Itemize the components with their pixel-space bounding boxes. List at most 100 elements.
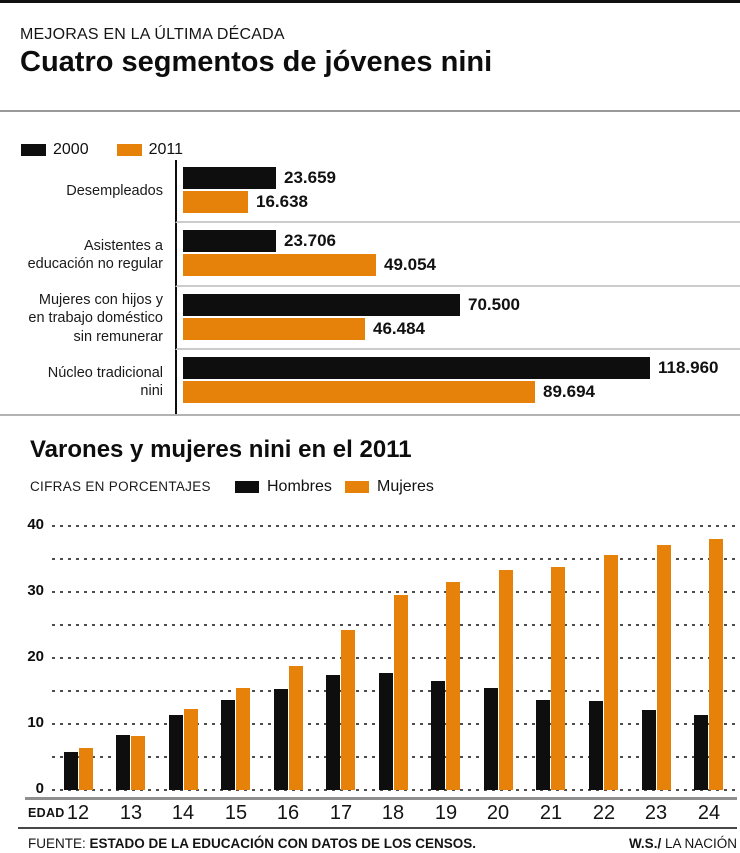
- bar-mujeres-age-23: [657, 545, 671, 790]
- chart1-bars-cell: 70.500 46.484: [175, 287, 740, 350]
- chart1-legend: 2000 2011: [21, 141, 183, 159]
- bar-value-label: 23.706: [284, 231, 336, 250]
- legend-label-2011: 2011: [148, 141, 183, 158]
- bar-mujeres-age-12: [79, 748, 93, 790]
- publisher-name: LA NACIÓN: [664, 836, 737, 851]
- bar-line: 70.500: [183, 294, 740, 316]
- bar-hombres-age-16: [274, 689, 288, 790]
- segments-bar-chart: Desempleados 23.659 16.638 Asistentes a edu…: [0, 160, 740, 414]
- bar-hombres-age-24: [694, 715, 708, 790]
- bar-line: 46.484: [183, 318, 740, 340]
- bar-hombres-age-15: [221, 700, 235, 790]
- bar-line: 118.960: [183, 357, 740, 379]
- y-tick-label-0: 0: [35, 780, 44, 797]
- bar-2000: [183, 294, 460, 316]
- bar-line: 23.706: [183, 230, 740, 252]
- top-rule: [0, 0, 740, 3]
- bar-value-label: 46.484: [373, 319, 425, 338]
- bar-hombres-age-14: [169, 715, 183, 790]
- bar-2000: [183, 167, 276, 189]
- bar-mujeres-age-22: [604, 555, 618, 790]
- chart1-category-label: Núcleo tradicional nini: [47, 364, 163, 399]
- chart2-meta-row: CIFRAS EN PORCENTAJES Hombres Mujeres: [0, 478, 740, 496]
- x-tick-label-16: 16: [276, 802, 300, 824]
- legend-swatch-2000: [21, 144, 46, 156]
- bar-mujeres-age-18: [394, 595, 408, 790]
- legend-swatch-hombres: [235, 481, 259, 493]
- x-tick-label-12: 12: [66, 802, 90, 824]
- bar-mujeres-age-15: [236, 688, 250, 790]
- source-label: FUENTE:: [28, 836, 86, 851]
- source-credit: FUENTE: ESTADO DE LA EDUCACIÓN CON DATOS…: [28, 836, 476, 851]
- bar-hombres-age-12: [64, 752, 78, 790]
- bar-line: 49.054: [183, 254, 740, 276]
- chart1-category-label: Desempleados: [66, 183, 163, 200]
- author-credit: W.S./ LA NACIÓN: [629, 836, 737, 851]
- bar-mujeres-age-24: [709, 539, 723, 790]
- gridline-0: [52, 789, 737, 791]
- y-tick-label-40: 40: [27, 515, 44, 533]
- bar-value-label: 70.500: [468, 295, 520, 314]
- x-tick-label-19: 19: [434, 802, 458, 824]
- x-tick-label-14: 14: [171, 802, 195, 824]
- chart1-row-2: Asistentes a educación no regular 23.706 4…: [0, 223, 740, 287]
- page-title: Cuatro segmentos de jóvenes nini: [20, 46, 493, 78]
- x-tick-label-13: 13: [119, 802, 143, 824]
- kicker: MEJORAS EN LA ÚLTIMA DÉCADA: [20, 26, 285, 43]
- bar-hombres-age-21: [536, 700, 550, 790]
- gridline-30: [52, 590, 737, 593]
- section-divider: [0, 414, 740, 416]
- gridline-40: [52, 524, 737, 527]
- bar-hombres-age-17: [326, 675, 340, 790]
- bar-line: 16.638: [183, 191, 740, 213]
- legend-item-2000: 2000: [21, 141, 89, 159]
- bar-hombres-age-23: [642, 710, 656, 790]
- chart2-title: Varones y mujeres nini en el 2011: [30, 436, 412, 463]
- header-rule: [0, 110, 740, 112]
- bar-hombres-age-18: [379, 673, 393, 790]
- bar-mujeres-age-17: [341, 630, 355, 790]
- bar-2011: [183, 381, 535, 403]
- chart1-row-3: Mujeres con hijos y en trabajo doméstico…: [0, 287, 740, 350]
- source-text: ESTADO DE LA EDUCACIÓN CON DATOS DE LOS …: [89, 836, 477, 851]
- x-axis-line: [25, 797, 737, 800]
- chart1-bars-cell: 118.960 89.694: [175, 350, 740, 414]
- y-tick-label-20: 20: [27, 647, 44, 665]
- bar-line: 89.694: [183, 381, 740, 403]
- legend-item-mujeres: Mujeres: [345, 478, 434, 496]
- bar-2011: [183, 318, 365, 340]
- bar-value-label: 49.054: [384, 255, 436, 274]
- gridline-35: [52, 557, 737, 560]
- bar-value-label: 23.659: [284, 168, 336, 187]
- legend-label-hombres: Hombres: [267, 478, 332, 495]
- x-tick-label-15: 15: [224, 802, 248, 824]
- chart2-subtitle: CIFRAS EN PORCENTAJES: [30, 479, 211, 494]
- chart1-row-4: Núcleo tradicional nini 118.960 89.694: [0, 350, 740, 414]
- legend-swatch-2011: [116, 144, 142, 156]
- bar-mujeres-age-14: [184, 709, 198, 790]
- bar-2000: [183, 230, 276, 252]
- bar-hombres-age-13: [116, 735, 130, 790]
- chart1-bars-cell: 23.659 16.638: [175, 160, 740, 223]
- legend-item-2011: 2011: [116, 141, 183, 159]
- bar-hombres-age-20: [484, 688, 498, 790]
- bar-mujeres-age-16: [289, 666, 303, 790]
- bar-value-label: 89.694: [543, 382, 595, 401]
- bar-hombres-age-19: [431, 681, 445, 790]
- y-tick-label-30: 30: [27, 581, 44, 599]
- x-tick-label-17: 17: [329, 802, 353, 824]
- bar-mujeres-age-13: [131, 736, 145, 790]
- x-tick-label-22: 22: [592, 802, 616, 824]
- age-bar-chart: 0 10 20 30 40: [0, 505, 740, 805]
- y-tick-label-10: 10: [27, 713, 44, 731]
- author-initials: W.S./: [628, 836, 662, 851]
- x-tick-label-24: 24: [697, 802, 721, 824]
- legend-label-mujeres: Mujeres: [377, 478, 434, 495]
- chart1-bars-cell: 23.706 49.054: [175, 223, 740, 287]
- bar-2011: [183, 254, 376, 276]
- bar-hombres-age-22: [589, 701, 603, 790]
- x-tick-label-23: 23: [644, 802, 668, 824]
- bar-line: 23.659: [183, 167, 740, 189]
- legend-label-2000: 2000: [53, 141, 89, 158]
